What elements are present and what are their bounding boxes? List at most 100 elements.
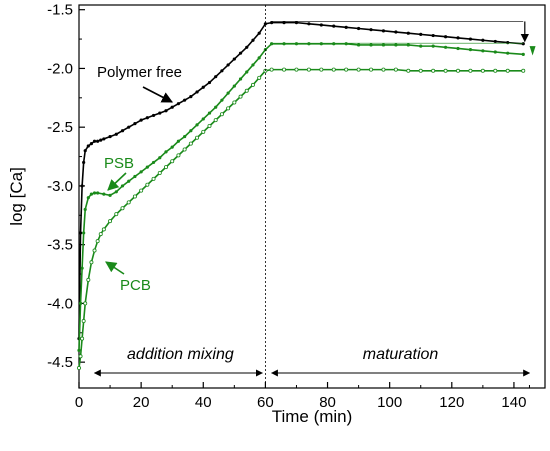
- data-point: [521, 52, 525, 56]
- data-point: [114, 190, 118, 194]
- data-point: [108, 134, 112, 139]
- data-point: [164, 109, 168, 113]
- data-point: [369, 67, 374, 72]
- data-point: [431, 33, 435, 38]
- data-point: [86, 277, 91, 282]
- annotation-layer: Polymer free PSB PCB addition mixing mat…: [93, 21, 536, 377]
- data-point: [108, 219, 113, 224]
- series-pcb: [77, 67, 526, 371]
- data-point: [406, 68, 411, 73]
- data-point: [133, 174, 137, 179]
- x-tick-label: 120: [439, 394, 464, 411]
- arrow-pcb: [105, 261, 125, 275]
- data-point: [307, 42, 311, 46]
- data-point: [170, 105, 174, 109]
- data-point: [381, 43, 386, 47]
- data-point: [220, 98, 224, 102]
- data-point: [182, 147, 187, 152]
- label-polymer-free: Polymer free: [97, 64, 182, 81]
- data-point: [214, 75, 218, 79]
- arrow-polymer-free: [142, 86, 173, 103]
- y-tick-label: -1.5: [47, 2, 73, 19]
- data-point: [226, 106, 231, 111]
- y-tick-label: -2.5: [47, 119, 73, 136]
- data-point: [332, 24, 336, 28]
- x-tick-label: 80: [319, 394, 336, 411]
- data-point: [270, 42, 274, 46]
- data-point: [127, 125, 131, 129]
- data-point: [132, 194, 137, 199]
- data-point: [521, 42, 525, 46]
- x-tick-label: 40: [195, 394, 212, 411]
- data-point: [127, 179, 131, 183]
- label-psb: PSB: [104, 155, 134, 172]
- data-point: [102, 192, 106, 196]
- data-point: [481, 38, 485, 42]
- data-point: [80, 184, 84, 188]
- data-point: [83, 301, 88, 306]
- data-point: [98, 232, 103, 237]
- label-pcb: PCB: [120, 277, 151, 294]
- data-point: [207, 124, 212, 129]
- data-point: [238, 94, 243, 99]
- series-line: [78, 42, 524, 351]
- data-point: [195, 123, 199, 127]
- series-line: [78, 68, 524, 369]
- data-point: [176, 153, 181, 158]
- data-point: [506, 51, 510, 55]
- data-point: [456, 46, 460, 51]
- data-point: [158, 156, 162, 160]
- data-point: [226, 63, 230, 67]
- arrow-drop-green: [529, 46, 536, 56]
- data-point: [344, 25, 348, 29]
- data-point: [357, 43, 361, 47]
- data-point: [443, 35, 448, 39]
- data-point: [357, 26, 361, 31]
- y-tick-label: -4.5: [47, 354, 73, 371]
- data-point: [381, 29, 386, 33]
- data-point: [505, 68, 510, 73]
- data-point: [443, 45, 448, 49]
- data-point: [114, 132, 118, 136]
- data-point: [251, 38, 255, 42]
- data-point: [257, 56, 261, 60]
- data-point: [493, 68, 498, 73]
- data-point: [89, 260, 94, 265]
- data-point: [158, 111, 162, 115]
- data-point: [92, 248, 97, 253]
- data-point: [82, 160, 86, 165]
- data-point: [170, 159, 175, 164]
- data-point: [83, 207, 87, 212]
- data-point: [506, 40, 510, 45]
- data-point: [151, 160, 156, 165]
- data-point: [456, 68, 461, 73]
- data-point: [356, 67, 361, 72]
- data-point: [344, 42, 348, 46]
- data-point: [282, 67, 287, 72]
- data-point: [176, 102, 181, 106]
- data-point: [163, 165, 168, 170]
- data-point: [468, 37, 473, 41]
- data-point: [201, 85, 205, 89]
- data-point: [81, 319, 86, 324]
- data-point: [133, 122, 137, 126]
- data-point: [294, 67, 299, 72]
- data-point: [319, 67, 324, 72]
- data-point: [157, 171, 162, 176]
- data-point: [214, 105, 218, 109]
- data-point: [257, 31, 261, 35]
- data-point: [493, 50, 497, 54]
- data-point: [250, 82, 255, 87]
- data-point: [294, 42, 299, 46]
- data-point: [114, 212, 119, 217]
- x-axis: 0 20 40 60 80 100 120 140: [75, 382, 530, 411]
- data-point: [319, 23, 323, 27]
- y-tick-label: -4.0: [47, 295, 73, 312]
- data-point: [139, 118, 143, 122]
- y-tick-label: -2.0: [47, 60, 73, 77]
- x-tick-label: 100: [377, 394, 402, 411]
- data-point: [443, 68, 448, 73]
- data-point: [238, 51, 243, 55]
- data-point: [245, 45, 249, 49]
- data-point: [101, 227, 106, 232]
